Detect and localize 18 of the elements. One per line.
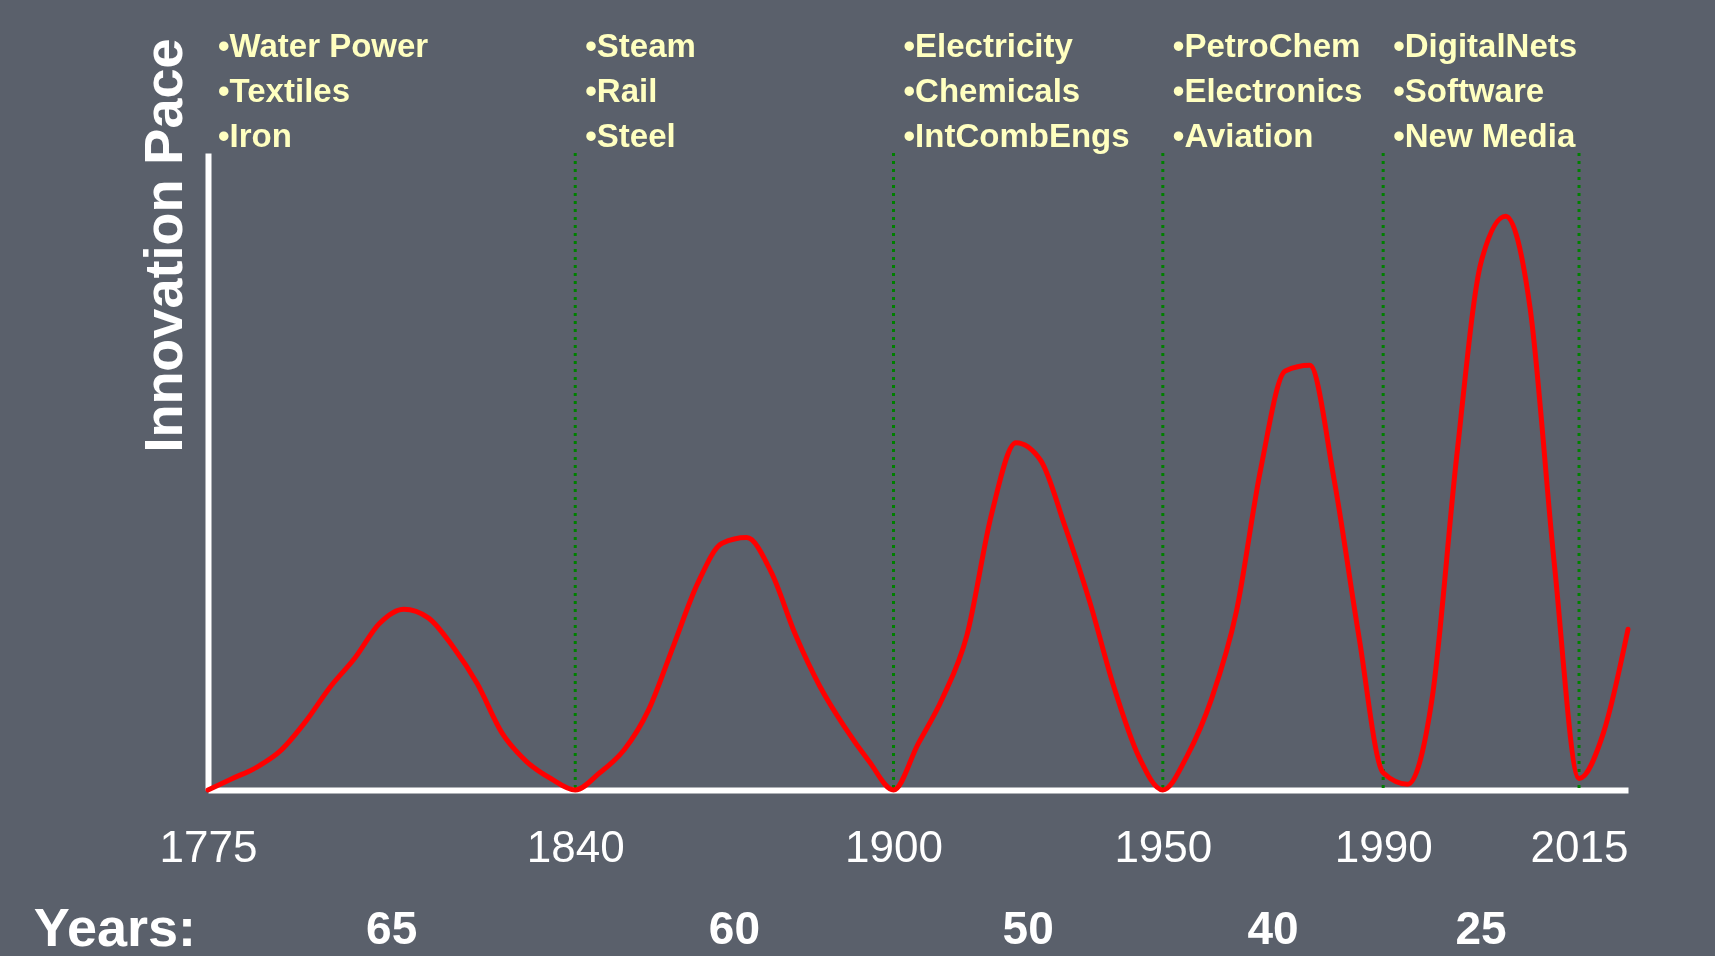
text: 25 xyxy=(1455,902,1507,954)
text: Years: xyxy=(33,897,196,956)
x-tick-label: 2015 xyxy=(1530,821,1629,871)
text: •PetroChem •Electronics •Aviation xyxy=(1172,27,1363,154)
text: •Water Power •Textiles •Iron xyxy=(218,27,429,154)
text: •Electricity •Chemicals •IntCombEngs xyxy=(903,27,1130,154)
text: 60 xyxy=(708,902,760,954)
text: •DigitalNets •Software •New Media xyxy=(1393,27,1578,154)
x-tick-label: 1775 xyxy=(159,821,258,871)
x-tick-label: 1900 xyxy=(845,821,943,871)
x-tick-label: 1840 xyxy=(526,821,625,871)
text: 40 xyxy=(1247,902,1299,954)
x-tick-label: 1990 xyxy=(1334,821,1433,871)
y-axis-title: Innovation Pace xyxy=(132,38,193,453)
text: •Steam •Rail •Steel xyxy=(585,27,696,154)
text: 65 xyxy=(366,902,418,954)
x-tick-label: 1950 xyxy=(1114,821,1213,871)
text: 50 xyxy=(1002,902,1054,954)
